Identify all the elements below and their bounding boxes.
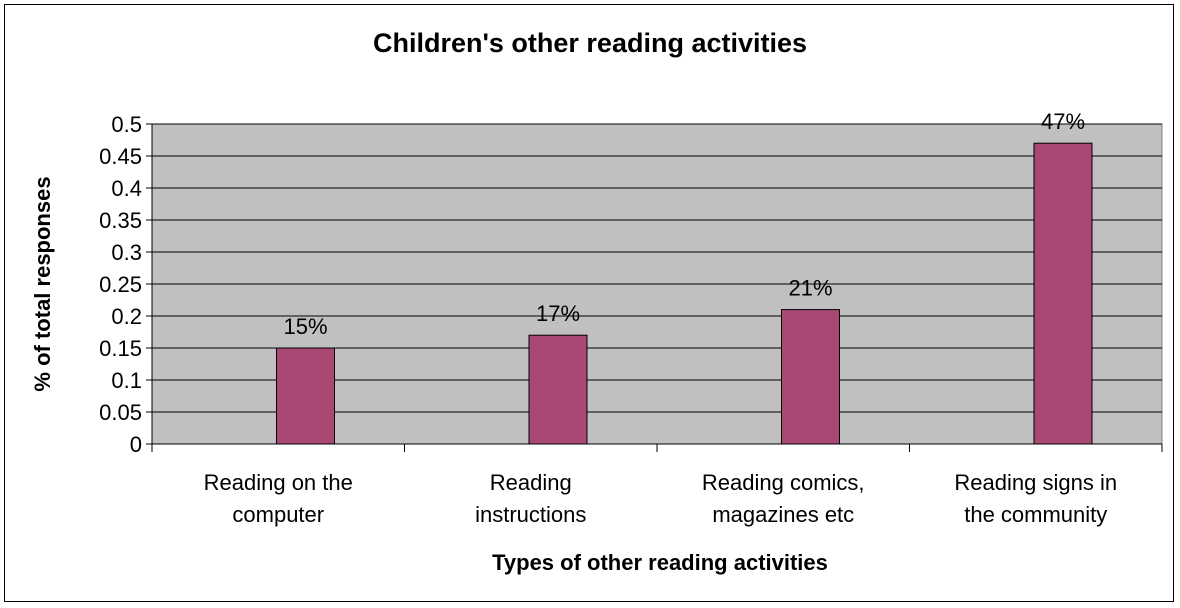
y-axis-ticks: 0 0.05 0.1 0.15 0.2 0.25 0.3 0.35 0.4 0.45 0.5 [99,112,152,457]
data-label: 21% [788,276,832,301]
bar [276,347,335,445]
gridlines [152,123,1162,413]
category-label-line: the community [964,502,1107,527]
y-tick-label: 0 [130,432,142,457]
y-tick-label: 0.45 [99,144,142,169]
data-label: 15% [283,314,327,339]
category-label-line: Reading comics, [702,470,865,495]
category-label-line: Reading on the [204,470,353,495]
category-label: Reading comics, magazines etc [702,470,865,527]
y-tick-label: 0.15 [99,336,142,361]
y-tick-label: 0.05 [99,400,142,425]
category-labels: Reading on the computer Reading instruction… [204,470,1117,527]
y-tick-label: 0.3 [111,240,142,265]
y-tick-label: 0.35 [99,208,142,233]
x-axis-ticks [151,444,1163,452]
category-label-line: computer [232,502,324,527]
bar [528,334,588,445]
bars [276,142,1093,445]
data-labels: 15% 17% 21% 47% [283,109,1085,339]
y-tick-label: 0.1 [111,368,142,393]
chart-title: Children's other reading activities [373,28,807,58]
y-axis-title: % of total responses [30,176,55,391]
category-label-line: instructions [475,502,586,527]
y-tick-label: 0.5 [111,112,142,137]
data-label: 17% [536,301,580,326]
x-axis-title: Types of other reading activities [492,550,828,575]
category-label-line: Reading signs in [954,470,1117,495]
category-label: Reading instructions [475,470,586,527]
y-tick-label: 0.25 [99,272,142,297]
y-tick-label: 0.2 [111,304,142,329]
category-label-line: magazines etc [712,502,854,527]
category-label: Reading on the computer [204,470,353,527]
data-label: 47% [1041,109,1085,134]
category-label: Reading signs in the community [954,470,1117,527]
bar [1033,142,1093,445]
category-label-line: Reading [490,470,572,495]
y-tick-label: 0.4 [111,176,142,201]
bar [781,309,840,445]
